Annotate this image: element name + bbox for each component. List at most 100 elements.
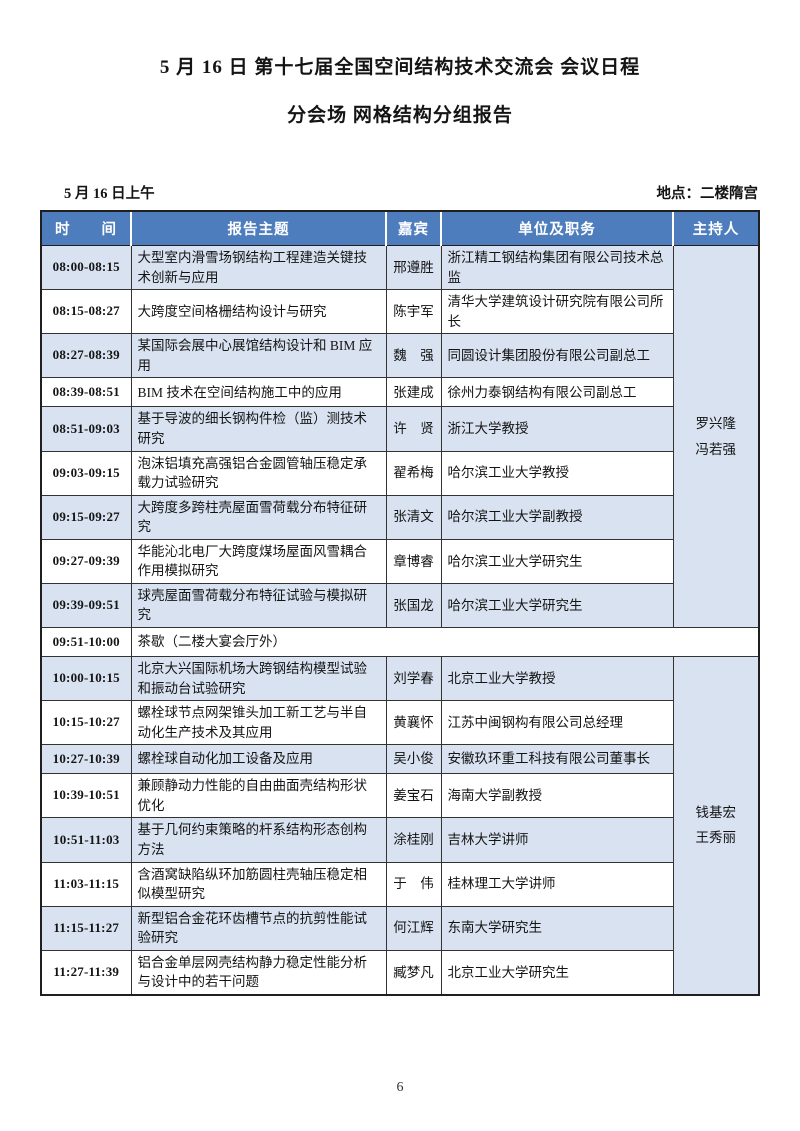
cell-topic: 球壳屋面雪荷载分布特征试验与模拟研究 bbox=[130, 582, 387, 629]
cell-affiliation: 浙江精工钢结构集团有限公司技术总监 bbox=[440, 244, 674, 291]
schedule-row: 10:27-10:39 螺栓球自动化加工设备及应用 吴小俊 安徽玖环重工科技有限公司董… bbox=[40, 744, 759, 775]
header-time: 时 间 bbox=[41, 210, 131, 246]
cell-guest: 魏 强 bbox=[385, 333, 442, 379]
header-topic: 报告主题 bbox=[130, 210, 386, 246]
cell-topic: 铝合金单层网壳结构静力稳定性能分析与设计中的若干问题 bbox=[130, 949, 387, 996]
schedule-row: 08:27-08:39 某国际会展中心展馆结构设计和 BIM 应用魏 强同圆设计集… bbox=[40, 333, 759, 379]
cell-topic: BIM 技术在空间结构施工中的应用 bbox=[130, 377, 387, 408]
cell-topic: 大跨度多跨柱壳屋面雪荷载分布特征研究 bbox=[130, 494, 387, 540]
cell-time: 09:27-09:39 bbox=[40, 538, 132, 584]
header-chair: 主持人 bbox=[672, 210, 759, 246]
cell-topic: 基于导波的细长钢构件检（监）测技术研究 bbox=[130, 406, 387, 452]
cell-topic: 新型铝合金花环齿槽节点的抗剪性能试验研究 bbox=[130, 905, 387, 951]
page-title: 5 月 16 日 第十七届全国空间结构技术交流会 会议日程 bbox=[159, 57, 641, 78]
cell-time: 09:03-09:15 bbox=[40, 450, 132, 496]
cell-time: 09:51-10:00 bbox=[40, 627, 132, 657]
chair-name: 王秀丽 bbox=[695, 830, 737, 846]
cell-affiliation: 桂林理工大学讲师 bbox=[440, 861, 674, 907]
schedule-row: 10:15-10:27 螺栓球节点网架锥头加工新工艺与半自动化生产技术及其应用 黄襄… bbox=[40, 700, 759, 746]
cell-time: 11:15-11:27 bbox=[40, 905, 132, 951]
cell-affiliation: 哈尔滨工业大学副教授 bbox=[440, 494, 674, 540]
schedule-table: 时 间 报告主题 嘉宾 单位及职务 主持人 08:00-08:15 大型室内滑雪场… bbox=[40, 210, 760, 996]
cell-time: 10:27-10:39 bbox=[40, 744, 132, 775]
cell-affiliation: 哈尔滨工业大学教授 bbox=[440, 450, 674, 496]
schedule-row: 09:39-09:51 球壳屋面雪荷载分布特征试验与模拟研究 张国龙 哈尔滨工业大学研… bbox=[40, 582, 759, 629]
cell-time: 08:00-08:15 bbox=[40, 244, 132, 291]
cell-topic: 螺栓球自动化加工设备及应用 bbox=[130, 744, 387, 775]
cell-guest: 张国龙 bbox=[385, 582, 442, 629]
cell-guest: 吴小俊 bbox=[385, 744, 442, 775]
cell-affiliation: 徐州力泰钢结构有限公司副总工 bbox=[440, 377, 674, 408]
schedule-row: 11:15-11:27 新型铝合金花环齿槽节点的抗剪性能试验研究 何江辉 东南大学研究… bbox=[40, 905, 759, 951]
chair-cell-session1: 罗兴隆 冯若强 bbox=[672, 245, 760, 628]
cell-topic: 螺栓球节点网架锥头加工新工艺与半自动化生产技术及其应用 bbox=[130, 700, 387, 746]
cell-affiliation: 浙江大学教授 bbox=[440, 406, 674, 452]
cell-time: 08:39-08:51 bbox=[40, 377, 132, 408]
session-date-label: 5 月 16 日上午 bbox=[64, 186, 155, 202]
cell-guest: 章博睿 bbox=[385, 538, 442, 584]
schedule-row: 11:03-11:15 含酒窝缺陷纵环加筋圆柱壳轴压稳定相似模型研究于 伟桂林理工… bbox=[40, 861, 759, 907]
cell-topic: 华能沁北电厂大跨度煤场屋面风雪耦合作用模拟研究 bbox=[130, 538, 387, 584]
cell-affiliation: 哈尔滨工业大学研究生 bbox=[440, 538, 674, 584]
cell-topic: 某国际会展中心展馆结构设计和 BIM 应用 bbox=[130, 333, 387, 379]
chair-name: 钱基宏 bbox=[695, 804, 737, 820]
chair-name: 罗兴隆 bbox=[695, 415, 737, 431]
cell-affiliation: 清华大学建筑设计研究院有限公司所长 bbox=[440, 289, 674, 335]
cell-affiliation: 北京工业大学研究生 bbox=[440, 949, 674, 996]
schedule-row: 11:27-11:39 铝合金单层网壳结构静力稳定性能分析与设计中的若干问题 臧梦凡… bbox=[40, 949, 759, 996]
cell-time: 08:15-08:27 bbox=[40, 289, 132, 335]
cell-affiliation: 海南大学副教授 bbox=[440, 773, 674, 819]
cell-time: 10:15-10:27 bbox=[40, 700, 132, 746]
schedule-row: 09:27-09:39 华能沁北电厂大跨度煤场屋面风雪耦合作用模拟研究 章博睿 哈尔滨… bbox=[40, 538, 759, 584]
location-label: 地点：二楼隋宫 bbox=[656, 186, 759, 202]
cell-time: 10:39-10:51 bbox=[40, 773, 132, 819]
cell-affiliation: 东南大学研究生 bbox=[440, 905, 674, 951]
cell-guest: 张建成 bbox=[385, 377, 442, 408]
cell-guest: 邢遵胜 bbox=[385, 244, 442, 291]
table-header-row: 时 间 报告主题 嘉宾 单位及职务 主持人 bbox=[41, 210, 759, 246]
cell-guest: 许 贤 bbox=[385, 406, 442, 452]
cell-topic: 北京大兴国际机场大跨钢结构模型试验和振动台试验研究 bbox=[130, 655, 387, 702]
cell-time: 09:15-09:27 bbox=[40, 494, 132, 540]
cell-guest: 何江辉 bbox=[385, 905, 442, 951]
schedule-row: 09:15-09:27 大跨度多跨柱壳屋面雪荷载分布特征研究 张清文 哈尔滨工业大学副… bbox=[40, 494, 759, 540]
chair-name: 冯若强 bbox=[695, 441, 737, 457]
cell-guest: 张清文 bbox=[385, 494, 442, 540]
cell-time: 11:27-11:39 bbox=[40, 949, 132, 996]
cell-affiliation: 吉林大学讲师 bbox=[440, 817, 674, 863]
cell-topic: 泡沫铝填充高强铝合金圆管轴压稳定承载力试验研究 bbox=[130, 450, 387, 496]
chair-cell-session2: 钱基宏 王秀丽 bbox=[672, 655, 760, 996]
schedule-row: 10:39-10:51 兼顾静动力性能的自由曲面壳结构形状优化 姜宝石 海南大学副教授 bbox=[40, 773, 759, 819]
schedule-table-body: 08:00-08:15 大型室内滑雪场钢结构工程建造关键技术创新与应用 邢遵胜 浙江精… bbox=[40, 244, 760, 996]
schedule-row: 09:03-09:15 泡沫铝填充高强铝合金圆管轴压稳定承载力试验研究 翟希梅 哈尔滨… bbox=[40, 450, 759, 496]
cell-guest: 黄襄怀 bbox=[385, 700, 442, 746]
header-affiliation: 单位及职务 bbox=[440, 210, 673, 246]
schedule-row: 08:51-09:03 基于导波的细长钢构件检（监）测技术研究许 贤浙江大学教授 bbox=[40, 406, 759, 452]
cell-time: 10:00-10:15 bbox=[40, 655, 132, 702]
cell-guest: 翟希梅 bbox=[385, 450, 442, 496]
header-guest: 嘉宾 bbox=[385, 210, 441, 246]
schedule-row: 10:00-10:15 北京大兴国际机场大跨钢结构模型试验和振动台试验研究 刘学春北… bbox=[40, 655, 760, 996]
cell-time: 08:27-08:39 bbox=[40, 333, 132, 379]
cell-affiliation: 同圆设计集团股份有限公司副总工 bbox=[440, 333, 674, 379]
cell-guest: 刘学春 bbox=[385, 655, 442, 702]
cell-guest: 于 伟 bbox=[385, 861, 442, 907]
break-label: 茶歇（二楼大宴会厅外） bbox=[130, 627, 760, 657]
cell-affiliation: 江苏中闽钢构有限公司总经理 bbox=[440, 700, 674, 746]
cell-topic: 兼顾静动力性能的自由曲面壳结构形状优化 bbox=[130, 773, 387, 819]
cell-time: 09:39-09:51 bbox=[40, 582, 132, 629]
cell-time: 11:03-11:15 bbox=[40, 861, 132, 907]
cell-affiliation: 北京工业大学教授 bbox=[440, 655, 674, 702]
cell-topic: 基于几何约束策略的杆系结构形态创构方法 bbox=[130, 817, 387, 863]
schedule-row: 08:15-08:27 大跨度空间格栅结构设计与研究 陈宇军 清华大学建筑设计研究院有… bbox=[40, 289, 759, 335]
cell-guest: 姜宝石 bbox=[385, 773, 442, 819]
cell-topic: 大型室内滑雪场钢结构工程建造关键技术创新与应用 bbox=[130, 244, 387, 291]
cell-time: 10:51-11:03 bbox=[40, 817, 132, 863]
cell-guest: 陈宇军 bbox=[385, 289, 442, 335]
schedule-row: 08:00-08:15 大型室内滑雪场钢结构工程建造关键技术创新与应用 邢遵胜 浙江精… bbox=[40, 244, 760, 628]
cell-time: 08:51-09:03 bbox=[40, 406, 132, 452]
cell-affiliation: 安徽玖环重工科技有限公司董事长 bbox=[440, 744, 674, 775]
page-subtitle: 分会场 网格结构分组报告 bbox=[287, 105, 513, 126]
cell-topic: 大跨度空间格栅结构设计与研究 bbox=[130, 289, 387, 335]
break-row: 09:51-10:00 茶歇（二楼大宴会厅外） bbox=[40, 627, 760, 657]
